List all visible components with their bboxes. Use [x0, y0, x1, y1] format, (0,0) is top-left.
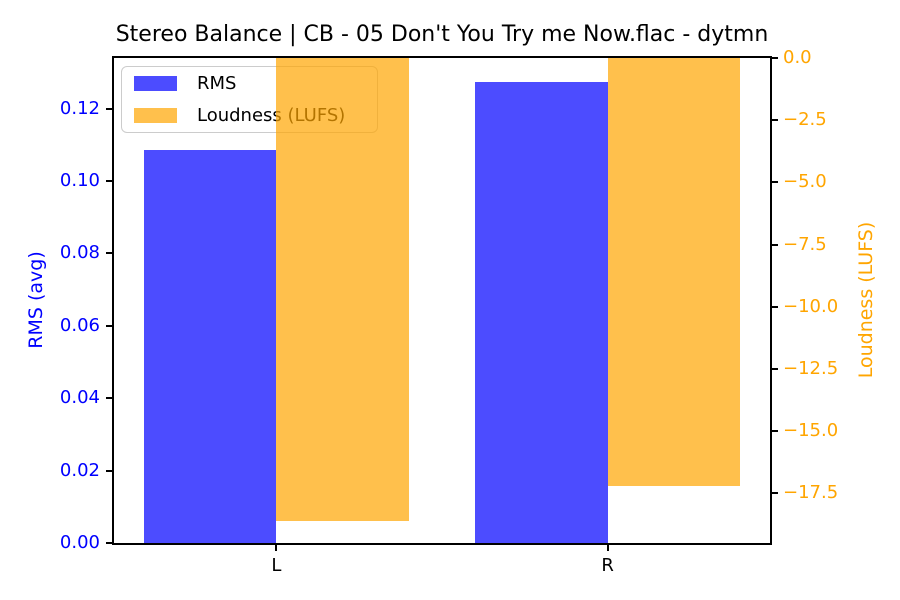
right-tick-label: −15.0: [783, 420, 839, 442]
chart-title: Stereo Balance | CB - 05 Don't You Try m…: [115, 22, 769, 47]
left-tick-mark: [106, 397, 114, 400]
left-tick-mark: [106, 324, 114, 327]
right-tick-mark: [770, 243, 778, 246]
right-tick-mark: [770, 57, 778, 59]
left-tick-mark: [106, 180, 114, 183]
right-tick-mark: [770, 119, 778, 122]
left-tick-mark: [106, 542, 114, 544]
left-tick-label: 0.10: [59, 170, 100, 192]
left-tick-mark: [106, 107, 114, 110]
right-tick-label: −10.0: [783, 295, 839, 317]
left-tick-mark: [106, 252, 114, 255]
right-tick-label: −2.5: [783, 109, 827, 131]
x-tick-mark: [275, 543, 278, 551]
legend-entry-rms: RMS: [134, 72, 365, 94]
x-tick-label: L: [271, 555, 282, 576]
right-tick-label: 0.0: [783, 47, 812, 68]
bar-loudness-lufs-r: [607, 58, 741, 486]
right-tick-label: −7.5: [783, 233, 827, 255]
right-axis-label: Loudness (LUFS): [855, 221, 877, 379]
right-tick-mark: [770, 181, 778, 184]
left-tick-mark: [106, 469, 114, 472]
left-tick-label: 0.04: [59, 387, 100, 409]
right-tick-mark: [770, 492, 778, 495]
right-tick-label: −17.5: [783, 482, 839, 504]
right-tick-label: −5.0: [783, 171, 827, 193]
left-tick-label: 0.08: [59, 242, 100, 264]
right-tick-mark: [770, 430, 778, 433]
bar-rms-r: [475, 81, 608, 543]
bar-loudness-lufs-l: [276, 58, 409, 521]
right-tick-mark: [770, 305, 778, 308]
x-tick-label: R: [601, 555, 614, 576]
right-tick-mark: [770, 367, 778, 370]
legend-swatch-rms: [134, 76, 177, 91]
legend-label-rms: RMS: [197, 72, 237, 94]
left-tick-label: 0.00: [59, 532, 100, 553]
left-tick-label: 0.02: [59, 459, 100, 481]
left-tick-label: 0.06: [59, 314, 100, 336]
bar-rms-l: [143, 150, 277, 543]
right-tick-label: −12.5: [783, 357, 839, 379]
left-tick-label: 0.12: [59, 97, 100, 119]
legend-swatch-loudness: [134, 108, 177, 123]
x-tick-mark: [606, 543, 609, 551]
